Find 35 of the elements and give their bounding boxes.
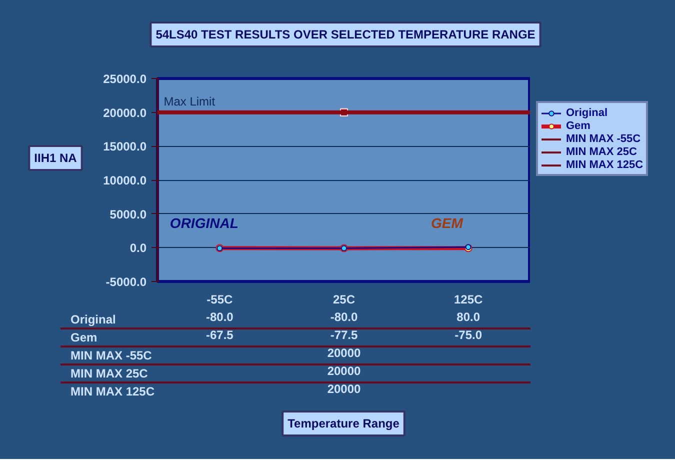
ref-line-label: Max Limit: [164, 94, 216, 108]
x-tick-label: -55C: [206, 292, 234, 306]
text: MIN MAX -55C: [70, 348, 152, 362]
text: Gem: [70, 330, 98, 344]
legend-label: MIN MAX 125C: [566, 158, 644, 171]
legend-label: MIN MAX -55C: [566, 132, 641, 145]
text: 20000: [327, 382, 362, 396]
annotation: ORIGINAL: [170, 214, 238, 231]
text: MIN MAX 125C: [70, 384, 155, 398]
data-label: -67.5: [206, 328, 234, 342]
legend-label: MIN MAX 25C: [566, 145, 637, 158]
data-label: 80.0: [456, 310, 480, 324]
y-tick-label: 15000.0: [103, 140, 147, 154]
text: 20000: [327, 364, 362, 378]
data-label: -80.0: [330, 310, 358, 324]
legend-label: Gem: [566, 119, 590, 132]
y-tick-label: 5000.0: [110, 207, 147, 222]
data-label: -80.0: [206, 310, 234, 324]
legend-label: Original: [566, 106, 608, 119]
text: Original: [70, 312, 116, 326]
x-tick-label: 125C: [454, 292, 484, 306]
text: Temperature Range: [288, 416, 400, 430]
text: MIN MAX 25C: [70, 366, 148, 380]
data-label: -75.0: [454, 328, 482, 342]
text: 20000: [327, 346, 362, 360]
y-tick-label: 0.0: [130, 241, 147, 256]
y-tick-label: -5000.0: [106, 275, 147, 289]
y-tick-label: 10000.0: [103, 174, 147, 188]
annotation: GEM: [431, 214, 464, 231]
x-tick-label: 25C: [332, 292, 356, 306]
chart-title: 54LS40 TEST RESULTS OVER SELECTED TEMPERATURE RANGE: [156, 28, 536, 42]
data-label: -77.5: [330, 328, 358, 342]
y-tick-label: 20000.0: [103, 106, 147, 120]
y-tick-label: 25000.0: [103, 72, 147, 86]
y-axis-title: IIH1 NA: [34, 151, 78, 166]
